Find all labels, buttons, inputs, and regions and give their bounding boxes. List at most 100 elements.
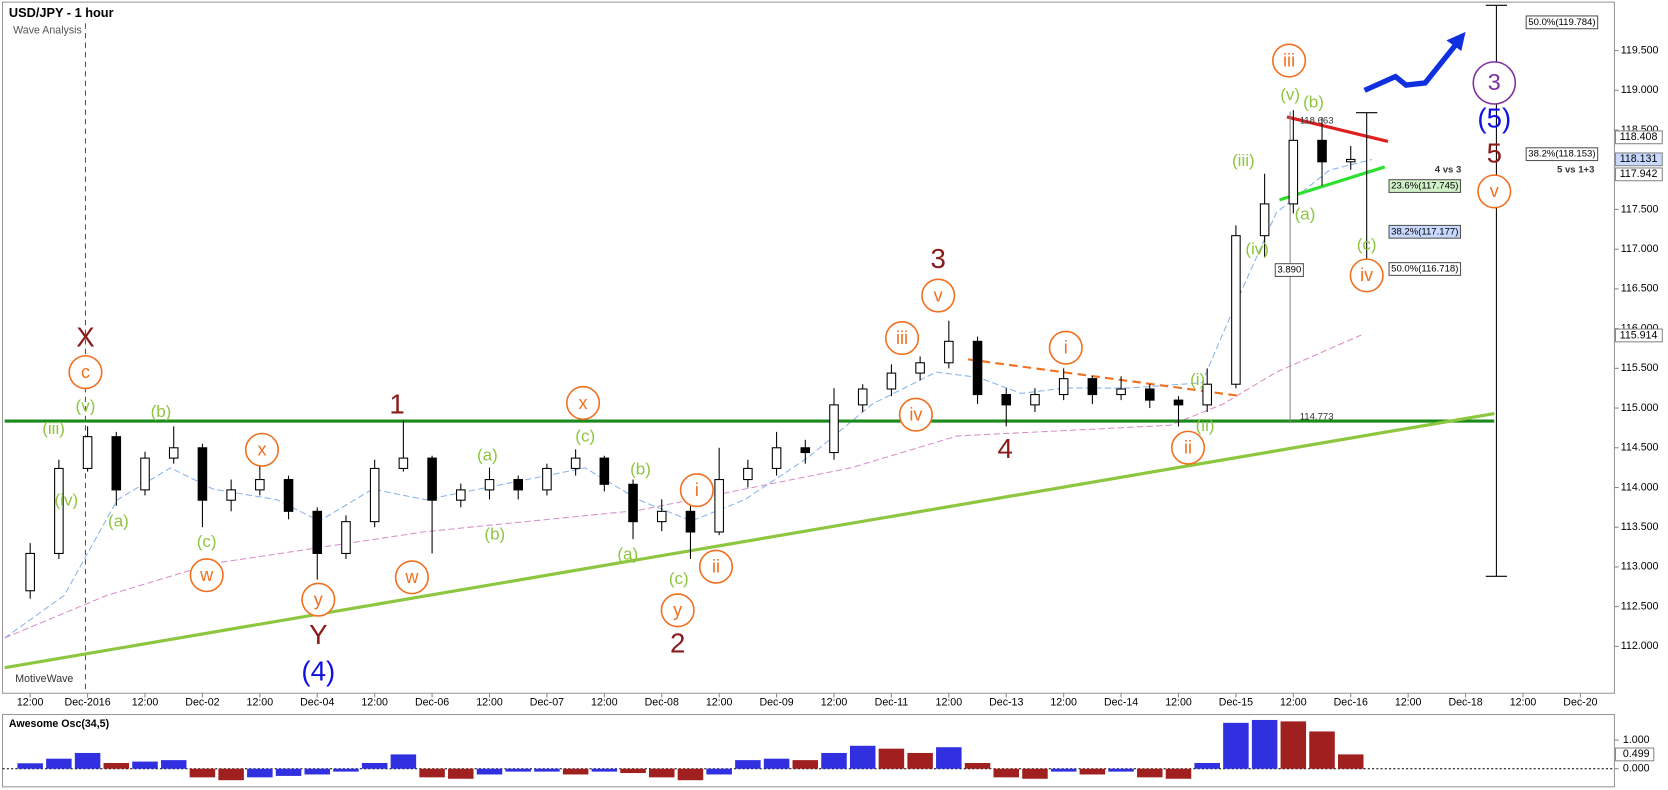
- candle-body: [312, 510, 323, 554]
- candle-body: [771, 447, 782, 469]
- wave-label: (iii): [1232, 151, 1255, 170]
- oscillator-bar: [46, 758, 72, 769]
- oscillator-bar: [218, 768, 244, 781]
- wave-label: (a): [108, 512, 129, 531]
- annotation: 114.773: [1300, 411, 1334, 422]
- y-tick-label: 119.000: [1621, 84, 1659, 96]
- wave-circle: [921, 278, 956, 313]
- wave-circle: [660, 593, 695, 628]
- trend-line: [967, 358, 1238, 397]
- x-tick-label: Dec-02: [185, 697, 219, 709]
- x-tick-label: 12:00: [1395, 697, 1422, 709]
- annotation-box: [1388, 262, 1462, 276]
- wave-label: i: [1064, 338, 1068, 358]
- wave-label: (iii): [42, 419, 65, 438]
- annotation-box: [1274, 263, 1304, 277]
- oscillator-bar: [821, 752, 847, 769]
- oscillator-bar: [132, 761, 158, 769]
- wave-circle: [189, 558, 224, 593]
- oscillator-bar: [448, 768, 474, 779]
- annotation: 4 vs 3: [1435, 165, 1462, 176]
- x-tick-label: Dec-14: [1104, 697, 1138, 709]
- candle-body: [1173, 399, 1184, 406]
- wave-label: (4): [301, 655, 335, 686]
- wave-label: (a): [617, 545, 638, 564]
- candle-body: [82, 436, 93, 469]
- oscillator-title: Awesome Osc(34,5): [9, 718, 110, 730]
- oscillator-bar: [1223, 722, 1249, 769]
- x-tick-label: 12:00: [361, 697, 388, 709]
- candle-body: [829, 404, 839, 454]
- y-tick-label: 117.500: [1621, 203, 1659, 215]
- annotation: 38.2%(117.177): [1391, 226, 1458, 237]
- candle-body: [570, 457, 581, 469]
- wave-label: iii: [1283, 50, 1295, 70]
- oscillator-bar: [1165, 768, 1192, 779]
- x-tick-label: Dec-06: [415, 697, 449, 709]
- candle-body: [857, 388, 868, 406]
- y-tick-label: 114.500: [1621, 442, 1659, 454]
- wave-label: c: [81, 362, 90, 382]
- x-tick-label: 12:00: [1280, 697, 1307, 709]
- x-tick-label: Dec-18: [1448, 697, 1482, 709]
- candle-body: [369, 467, 380, 523]
- price-label: 118.131: [1620, 153, 1658, 165]
- wave-circle: [1048, 330, 1083, 365]
- annotation-box: [1388, 179, 1462, 193]
- x-tick-label: Dec-11: [875, 697, 909, 709]
- x-tick-label: 12:00: [17, 697, 44, 709]
- y-tick-label: 118.500: [1621, 124, 1659, 136]
- wave-label: (b): [630, 459, 651, 478]
- price-label-box: [1614, 328, 1663, 343]
- candle-body: [427, 457, 437, 501]
- wave-label: 4: [997, 433, 1012, 464]
- candle-body: [513, 479, 523, 491]
- wave-label: (v): [1280, 85, 1300, 104]
- y-tick-label: 114.000: [1621, 481, 1659, 493]
- oscillator-bar: [1309, 731, 1335, 769]
- wave-circle: [566, 385, 601, 421]
- annotation-box: [1388, 224, 1462, 239]
- x-tick-label: 12:00: [706, 697, 733, 709]
- annotation: 3.890: [1277, 265, 1301, 276]
- candle-body: [1058, 378, 1069, 396]
- oscillator-bar: [103, 762, 130, 769]
- candle-body: [1231, 235, 1241, 385]
- annotation: 50.0%(116.718): [1391, 264, 1458, 275]
- arrow-head: [1446, 31, 1466, 52]
- oscillator-bar: [1337, 754, 1364, 769]
- wave-label: (iv): [1245, 239, 1269, 258]
- y-tick-label: 119.500: [1621, 44, 1659, 56]
- price-label: 0.499: [1623, 748, 1650, 760]
- candle-body: [1202, 383, 1212, 406]
- oscillator-bar: [964, 762, 991, 769]
- wave-label: (v): [76, 397, 96, 416]
- wave-label: Y: [309, 619, 327, 650]
- oscillator-bar: [390, 754, 417, 769]
- chart-subtitle: Wave Analysis: [13, 25, 82, 37]
- y-tick-label: 117.000: [1621, 243, 1659, 255]
- candle-body: [972, 340, 983, 396]
- x-tick-label: Dec-09: [759, 697, 793, 709]
- oscillator-bar: [1280, 721, 1307, 769]
- x-tick-label: Dec-16: [1334, 697, 1368, 709]
- price-label-box: [1614, 747, 1655, 762]
- oscillator-bar: [304, 768, 331, 775]
- y-tick-label: 1.000: [1623, 734, 1650, 746]
- oscillator-bar: [677, 768, 704, 781]
- candle-body: [283, 479, 294, 512]
- oscillator-bar: [247, 768, 273, 778]
- oscillator-bar: [562, 768, 589, 775]
- candle-body: [1116, 388, 1126, 396]
- wave-label: v: [934, 285, 943, 305]
- y-tick-label: 115.000: [1621, 402, 1659, 414]
- y-tick-label: 116.500: [1621, 283, 1659, 295]
- wave-label: (b): [1303, 93, 1324, 112]
- price-label: 115.914: [1620, 329, 1658, 341]
- candle-body: [484, 479, 495, 491]
- wave-label: ii: [712, 557, 720, 577]
- y-tick-label: 112.000: [1621, 640, 1659, 652]
- candle-body: [628, 483, 638, 523]
- candle-body: [197, 447, 208, 501]
- candle-body: [1001, 394, 1012, 406]
